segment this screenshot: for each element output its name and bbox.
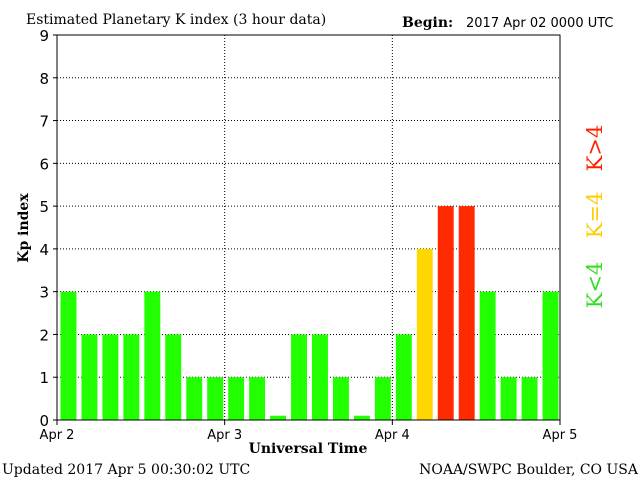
x-axis-label: Universal Time (249, 441, 368, 457)
grid (57, 35, 560, 420)
kp-bar (165, 334, 182, 420)
kp-bar (437, 206, 454, 420)
kp-bar (374, 377, 391, 420)
kp-bar (500, 377, 517, 420)
kp-bar (60, 291, 77, 420)
x-tick-label: Apr 3 (207, 428, 242, 443)
plot-frame (56, 34, 561, 421)
y-tick-label: 7 (39, 113, 49, 131)
kp-bar (207, 377, 224, 420)
kp-bar (291, 334, 307, 420)
kp-bar (416, 248, 433, 420)
kp-bar (353, 415, 370, 420)
kp-bar (521, 377, 538, 420)
legend-entry: K=4 (583, 192, 607, 239)
legend-entry: K<4 (583, 262, 607, 309)
kp-bar (270, 415, 287, 420)
kp-bar (144, 291, 161, 420)
kp-bar (395, 334, 412, 420)
kp-bar (102, 334, 119, 420)
kp-bar (479, 291, 496, 420)
kp-bar (458, 206, 475, 420)
begin-label: Begin: (402, 15, 453, 31)
legend-entry: K>4 (583, 125, 607, 172)
y-tick-label: 4 (39, 241, 49, 259)
y-tick-label: 3 (39, 284, 49, 302)
y-tick-label: 6 (39, 155, 49, 173)
kp-bar (542, 291, 559, 420)
y-axis-label: Kp index (16, 193, 32, 263)
footer-credit: NOAA/SWPC Boulder, CO USA (419, 462, 639, 478)
kp-bar (332, 377, 349, 420)
kp-bar (186, 377, 203, 420)
kp-bar (312, 334, 328, 420)
y-tick-labels: 0 1 2 3 4 5 6 7 8 9 (39, 27, 57, 430)
x-tick-label: Apr 4 (375, 428, 410, 443)
legend: K<4 K=4 K>4 (583, 125, 607, 309)
y-tick-label: 0 (39, 412, 49, 430)
y-tick-label: 5 (39, 198, 49, 216)
chart-title: Estimated Planetary K index (3 hour data… (26, 12, 326, 28)
y-tick-label: 2 (39, 326, 49, 344)
y-tick-label: 8 (39, 70, 49, 88)
kp-bar (123, 334, 140, 420)
kp-bar (81, 334, 98, 420)
x-tick-label: Apr 5 (543, 428, 578, 443)
begin-value: 2017 Apr 02 0000 UTC (466, 16, 614, 31)
x-tick-label: Apr 2 (40, 428, 75, 443)
kp-bar (249, 377, 266, 420)
y-tick-label: 9 (39, 27, 49, 45)
kp-bar (228, 377, 245, 420)
bars (60, 206, 559, 420)
y-tick-label: 1 (39, 369, 49, 387)
footer-updated: Updated 2017 Apr 5 00:30:02 UTC (2, 462, 250, 478)
x-tick-labels: Apr 2 Apr 3 Apr 4 Apr 5 (40, 420, 578, 443)
